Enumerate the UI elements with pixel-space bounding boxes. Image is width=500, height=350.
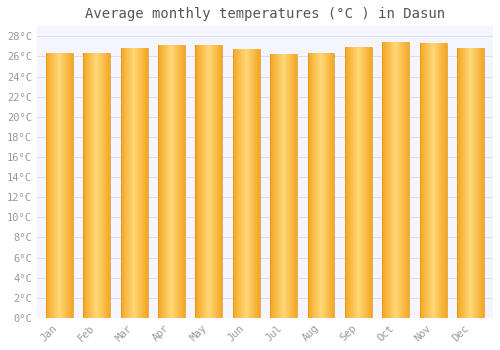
Title: Average monthly temperatures (°C ) in Dasun: Average monthly temperatures (°C ) in Da… bbox=[85, 7, 445, 21]
